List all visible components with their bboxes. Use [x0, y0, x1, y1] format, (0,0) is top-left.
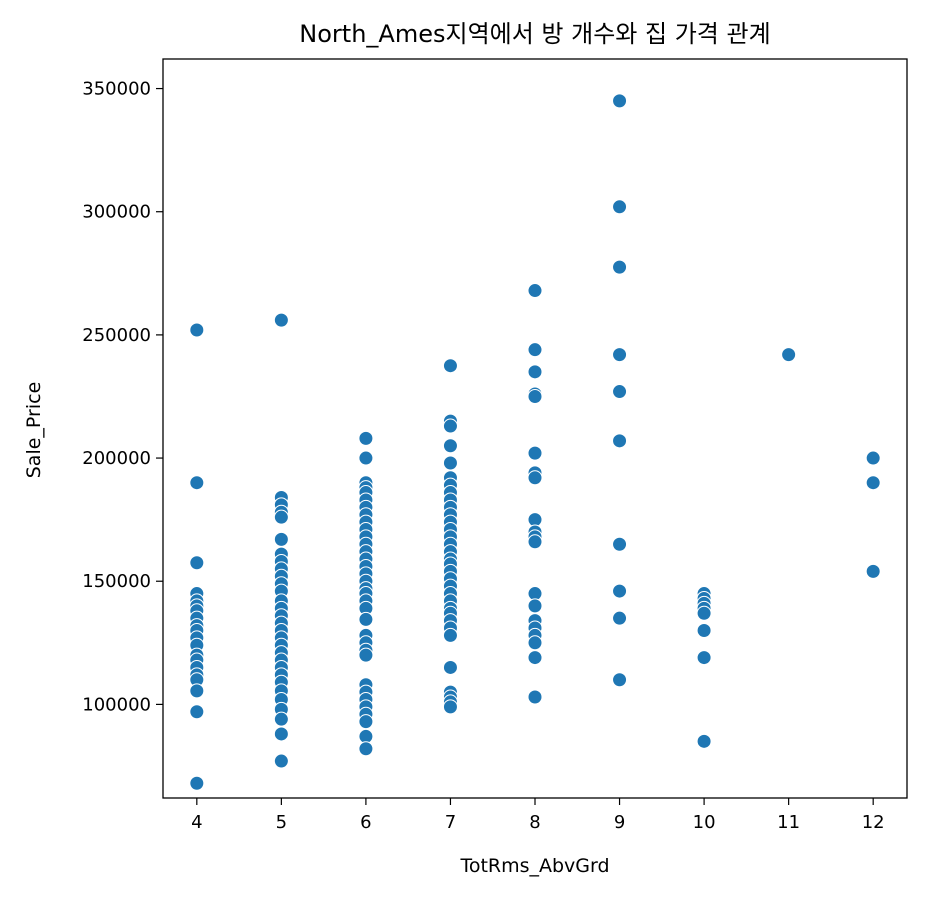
scatter-point — [865, 450, 881, 466]
points-layer — [189, 93, 881, 791]
scatter-point — [442, 699, 458, 715]
x-tick-label: 9 — [614, 812, 625, 833]
scatter-point — [189, 475, 205, 491]
y-tick-label: 200000 — [82, 448, 151, 469]
scatter-point — [696, 650, 712, 666]
scatter-point — [189, 322, 205, 338]
scatter-point — [442, 418, 458, 434]
scatter-point — [612, 259, 628, 275]
scatter-point — [865, 475, 881, 491]
scatter-point — [612, 347, 628, 363]
scatter-point — [865, 563, 881, 579]
scatter-point — [612, 199, 628, 215]
scatter-point — [189, 555, 205, 571]
x-axis-ticks: 4 5 6 7 8 9 10 11 12 — [191, 798, 885, 833]
scatter-point — [442, 438, 458, 454]
x-tick-label: 6 — [360, 812, 371, 833]
y-axis-label: Sale_Price — [23, 382, 45, 479]
scatter-point — [612, 672, 628, 688]
scatter-point — [612, 384, 628, 400]
scatter-point — [527, 650, 543, 666]
x-axis-label: TotRms_AbvGrd — [459, 855, 609, 877]
scatter-point — [442, 627, 458, 643]
x-tick-label: 10 — [693, 812, 716, 833]
scatter-point — [273, 711, 289, 727]
scatter-point — [358, 741, 374, 757]
scatter-point — [273, 726, 289, 742]
x-tick-label: 4 — [191, 812, 202, 833]
scatter-point — [358, 647, 374, 663]
scatter-point — [189, 683, 205, 699]
scatter-point — [696, 622, 712, 638]
scatter-point — [527, 534, 543, 550]
y-tick-label: 250000 — [82, 325, 151, 346]
scatter-point — [358, 611, 374, 627]
scatter-point — [358, 714, 374, 730]
scatter-point — [273, 753, 289, 769]
scatter-point — [612, 93, 628, 109]
scatter-point — [527, 445, 543, 461]
y-tick-label: 350000 — [82, 79, 151, 100]
scatter-point — [358, 430, 374, 446]
x-tick-label: 12 — [862, 812, 885, 833]
scatter-point — [273, 531, 289, 547]
scatter-point — [612, 583, 628, 599]
scatter-point — [527, 364, 543, 380]
scatter-point — [189, 775, 205, 791]
scatter-point — [781, 347, 797, 363]
scatter-point — [527, 689, 543, 705]
y-tick-label: 300000 — [82, 202, 151, 223]
y-axis-ticks: 100000 150000 200000 250000 300000 350000 — [82, 79, 163, 715]
scatter-point — [527, 470, 543, 486]
scatter-point — [442, 455, 458, 471]
scatter-point — [273, 509, 289, 525]
scatter-point — [612, 610, 628, 626]
scatter-point — [442, 358, 458, 374]
scatter-point — [527, 598, 543, 614]
scatter-point — [273, 312, 289, 328]
scatter-point — [612, 536, 628, 552]
scatter-point — [612, 433, 628, 449]
scatter-point — [527, 283, 543, 299]
scatter-point — [696, 605, 712, 621]
y-tick-label: 150000 — [82, 571, 151, 592]
x-tick-label: 11 — [777, 812, 800, 833]
x-tick-label: 7 — [445, 812, 456, 833]
scatter-point — [527, 388, 543, 404]
scatter-point — [527, 635, 543, 651]
x-tick-label: 8 — [529, 812, 540, 833]
scatter-point — [442, 659, 458, 675]
scatter-point — [696, 733, 712, 749]
scatter-point — [527, 342, 543, 358]
x-tick-label: 5 — [276, 812, 287, 833]
y-tick-label: 100000 — [82, 694, 151, 715]
plot-frame — [162, 58, 908, 799]
scatter-point — [189, 704, 205, 720]
scatter-point — [358, 450, 374, 466]
chart-title: North_Ames지역에서 방 개수와 집 가격 관계 — [299, 20, 770, 48]
